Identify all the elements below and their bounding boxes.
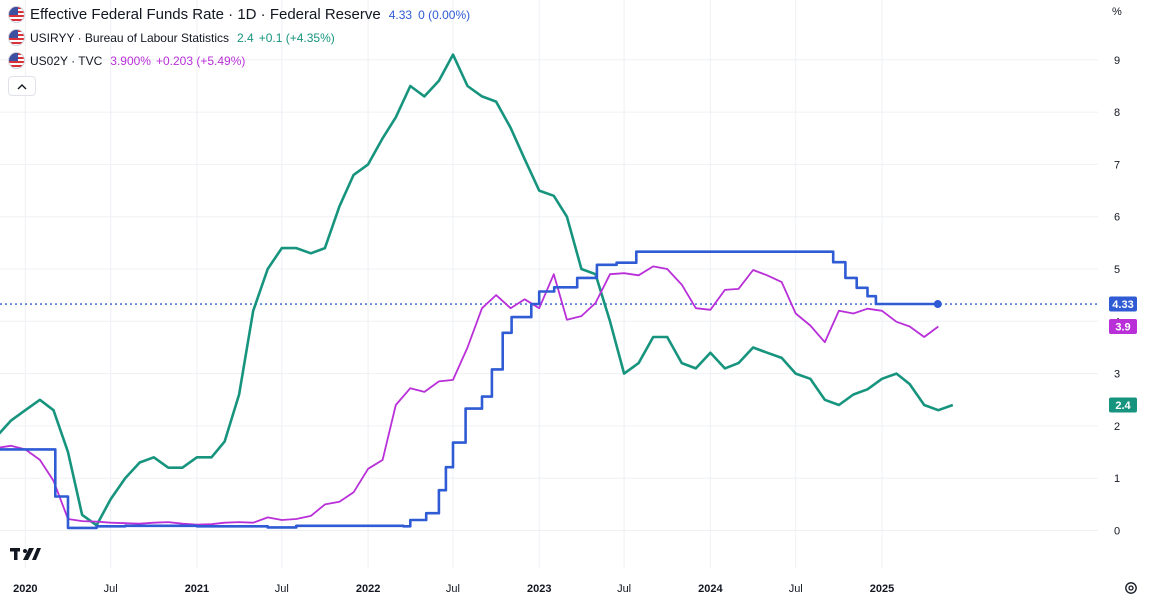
series-line-effective-federal-funds-rate[interactable] [0,250,938,530]
legend-title: USIRYY · Bureau of Labour Statistics [30,30,229,45]
tradingview-logo[interactable] [10,546,42,562]
x-tick-label: 2024 [698,583,723,595]
x-tick-label: 2023 [527,583,551,595]
us-flag-icon [8,6,25,23]
legend-row-fed-funds[interactable]: Effective Federal Funds Rate · 1D · Fede… [8,3,470,26]
last-value-tag [1109,296,1137,312]
x-axis[interactable]: 2020 Jul 2021 Jul 2022 Jul 2023 Jul 2024 Jul 2025 [13,583,894,595]
y-tick-label: 6 [1114,212,1120,224]
y-tick-label: 0 [1114,526,1120,538]
x-tick-label: Jul [789,583,803,595]
gear-icon[interactable] [1124,581,1138,595]
us-flag-icon [8,52,25,69]
y-tick-label: 9 [1114,55,1120,67]
x-tick-label: Jul [446,583,460,595]
y-tick-label: 1 [1114,473,1120,485]
y-tick-label: 2 [1114,421,1120,433]
y-tick-label: 5 [1114,264,1120,276]
x-tick-label: Jul [275,583,289,595]
x-tick-label: 2022 [356,583,380,595]
last-value-tag-label: 2.4 [1115,400,1131,412]
x-tick-label: 2021 [185,583,209,595]
last-point-marker [933,300,942,309]
chevron-up-icon [17,83,27,89]
y-tick-label: 3 [1114,369,1120,381]
x-tick-label: 2020 [13,583,37,595]
x-tick-label: Jul [104,583,118,595]
y-tick-label: 7 [1114,159,1120,171]
legend-value: 2.4 [237,30,254,45]
axis-unit-label: % [1112,6,1122,18]
legend-row-us02y[interactable]: US02Y · TVC 3.900% +0.203 (+5.49%) [8,49,470,72]
legend-row-usiryy[interactable]: USIRYY · Bureau of Labour Statistics 2.4… [8,26,470,49]
legend-title: Effective Federal Funds Rate · 1D · Fede… [30,6,381,23]
series-lines [0,53,954,530]
series-line-us02y[interactable] [0,265,939,526]
last-value-tag [1109,319,1137,335]
last-value-tag-label: 3.9 [1115,322,1130,334]
last-value-tag [1109,397,1137,413]
legend-change: +0.203 (+5.49%) [155,53,246,68]
legend-title: US02Y · TVC [30,53,103,68]
legend-value: 3.900% [110,53,151,68]
y-axis[interactable]: 0123456789 [1114,55,1120,538]
legend-value: 4.33 [388,7,413,22]
legend: Effective Federal Funds Rate · 1D · Fede… [8,3,470,96]
series-line-usiryy[interactable] [0,53,954,527]
x-tick-label: 2025 [870,583,894,595]
last-value-tag-label: 4.33 [1112,299,1133,311]
us-flag-icon [8,29,25,46]
last-value-labels: 4.33 3.9 2.4 [1109,296,1137,413]
y-tick-label: 8 [1114,107,1120,119]
legend-change: 0 (0.00%) [418,7,471,22]
legend-collapse-button[interactable] [8,76,36,96]
legend-change: +0.1 (+4.35%) [258,30,335,45]
x-tick-label: Jul [617,583,631,595]
